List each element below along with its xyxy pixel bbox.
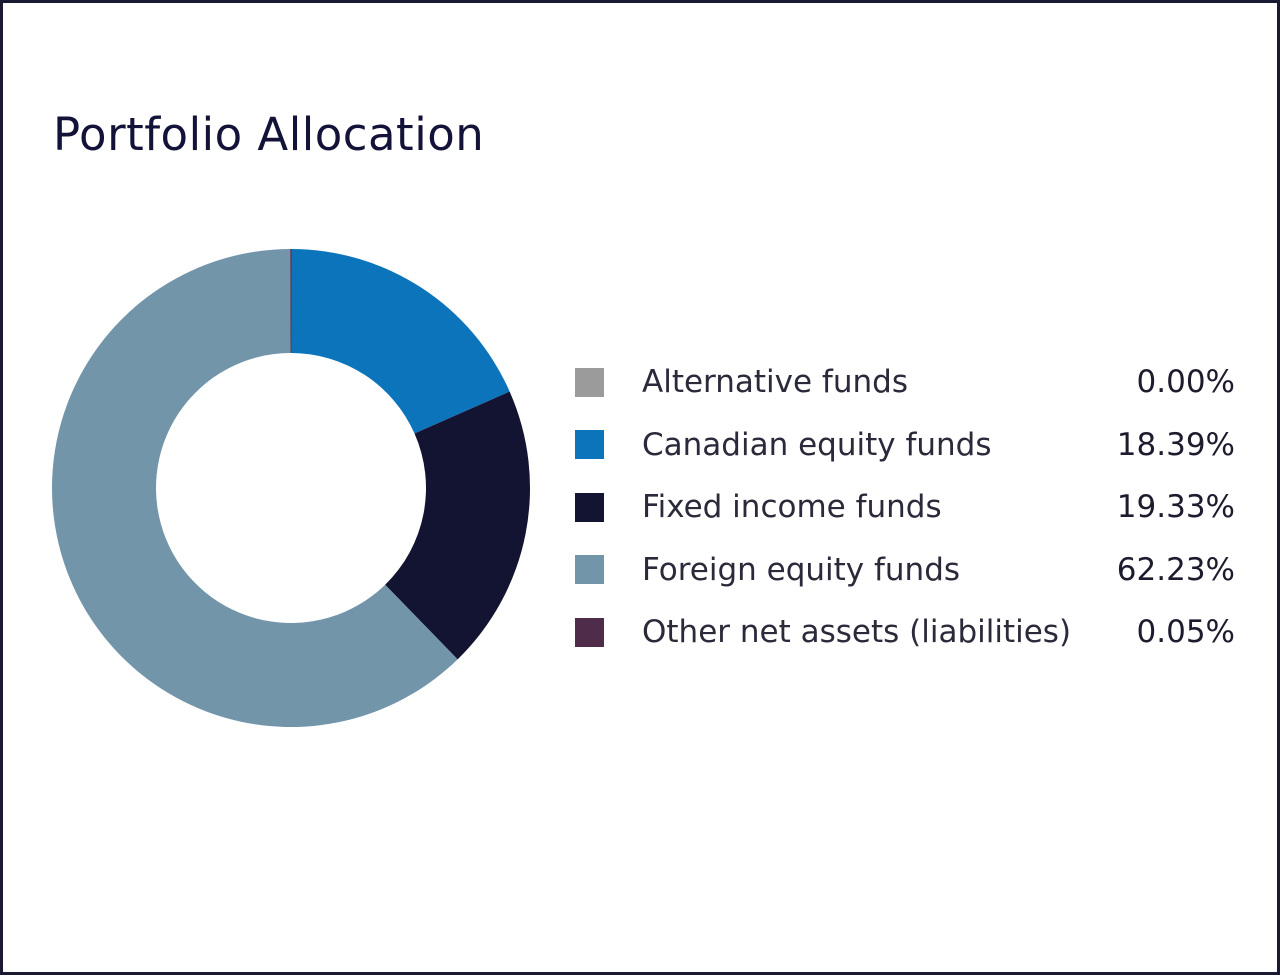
- legend-label: Alternative funds: [642, 364, 908, 401]
- legend-value: 0.05%: [1136, 614, 1235, 651]
- legend-swatch: [575, 430, 604, 460]
- legend-item: Foreign equity funds 62.23%: [575, 539, 1235, 602]
- legend-label: Canadian equity funds: [642, 426, 992, 463]
- legend-item: Canadian equity funds 18.39%: [575, 414, 1235, 477]
- donut-slices: [52, 248, 530, 728]
- legend-label: Other net assets (liabilities): [642, 614, 1072, 651]
- donut-chart: [52, 248, 530, 728]
- donut-slice-foreign-equity-funds: [52, 249, 458, 728]
- legend-item: Alternative funds 0.00%: [575, 351, 1235, 414]
- legend-value: 0.00%: [1136, 364, 1235, 401]
- legend-swatch: [575, 492, 604, 522]
- legend-value: 19.33%: [1116, 489, 1235, 526]
- chart-legend: Alternative funds 0.00% Canadian equity …: [575, 351, 1235, 664]
- donut-slice-canadian-equity-funds: [291, 249, 510, 434]
- legend-label: Fixed income funds: [642, 489, 942, 526]
- legend-value: 18.39%: [1116, 426, 1235, 463]
- legend-value: 62.23%: [1116, 551, 1235, 588]
- legend-swatch: [575, 617, 604, 647]
- donut-slice-other-net-assets-liabilities: [290, 248, 292, 354]
- legend-item: Fixed income funds 19.33%: [575, 476, 1235, 539]
- legend-swatch: [575, 367, 604, 397]
- donut-slice-fixed-income-funds: [385, 391, 530, 660]
- legend-label: Foreign equity funds: [642, 551, 961, 588]
- legend-swatch: [575, 555, 604, 585]
- legend-item: Other net assets (liabilities) 0.05%: [575, 601, 1235, 664]
- chart-title: Portfolio Allocation: [53, 108, 485, 161]
